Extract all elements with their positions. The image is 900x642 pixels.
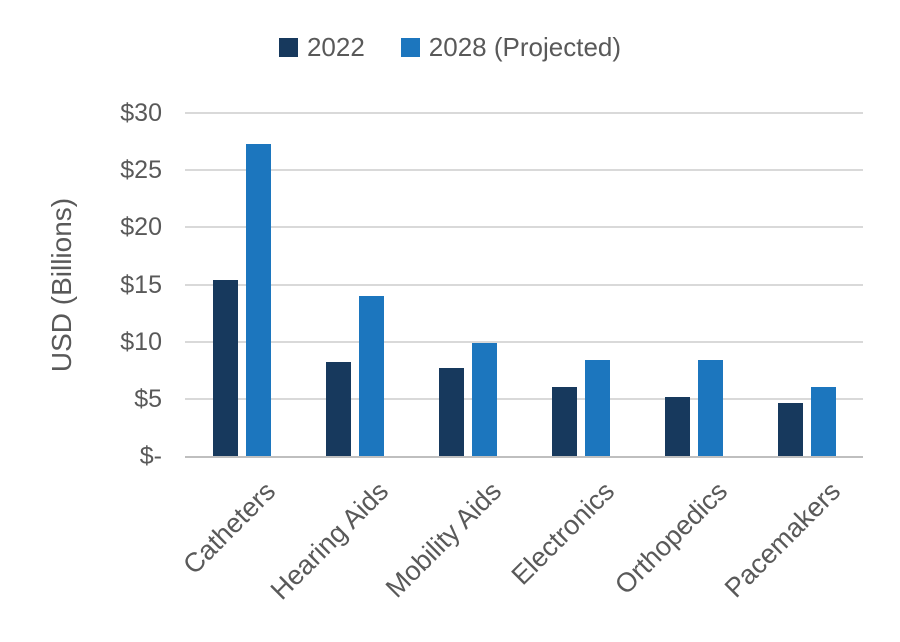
- gridline: [185, 340, 863, 343]
- bar-2022: [325, 362, 351, 456]
- bar-2028-projected: [471, 343, 497, 456]
- legend-item: 2022: [278, 32, 365, 63]
- chart-legend: 2022 2028 (Projected): [0, 32, 900, 63]
- y-tick-label: $30: [120, 99, 162, 127]
- gridline: [185, 283, 863, 286]
- category-bar-group: [637, 113, 750, 456]
- bar-2028-projected: [810, 387, 836, 456]
- y-tick-label: $5: [134, 384, 162, 413]
- legend-swatch-icon: [278, 38, 298, 57]
- x-axis-label: Pacemakers: [718, 476, 846, 604]
- bar-2022: [777, 403, 803, 456]
- gridline: [185, 397, 863, 400]
- gridline: [185, 169, 863, 172]
- legend-swatch-icon: [400, 38, 420, 57]
- y-tick-label: $20: [120, 213, 162, 242]
- category-bar-group: [524, 113, 637, 456]
- plot-area: [185, 112, 863, 458]
- bar-2022: [664, 397, 690, 456]
- bar-2022: [551, 387, 577, 456]
- bar-2022: [438, 368, 464, 456]
- bar-2022: [212, 280, 238, 456]
- bar-2028-projected: [697, 360, 723, 456]
- bar-2028-projected: [245, 144, 271, 456]
- bar-2028-projected: [358, 296, 384, 456]
- y-tick-label: $15: [120, 270, 162, 299]
- category-bar-group: [750, 113, 863, 456]
- y-tick-label: $-: [139, 442, 162, 470]
- category-bar-group: [298, 113, 411, 456]
- legend-label: 2022: [306, 32, 365, 62]
- legend-item: 2028 (Projected): [400, 32, 622, 63]
- legend-label: 2028 (Projected): [428, 32, 622, 62]
- category-bar-group: [185, 113, 298, 456]
- y-tick-label: $25: [120, 156, 162, 185]
- gridline: [185, 226, 863, 229]
- category-bar-group: [411, 113, 524, 456]
- bar-2028-projected: [584, 360, 610, 456]
- y-tick-label: $10: [120, 327, 162, 356]
- gridline: [185, 112, 863, 114]
